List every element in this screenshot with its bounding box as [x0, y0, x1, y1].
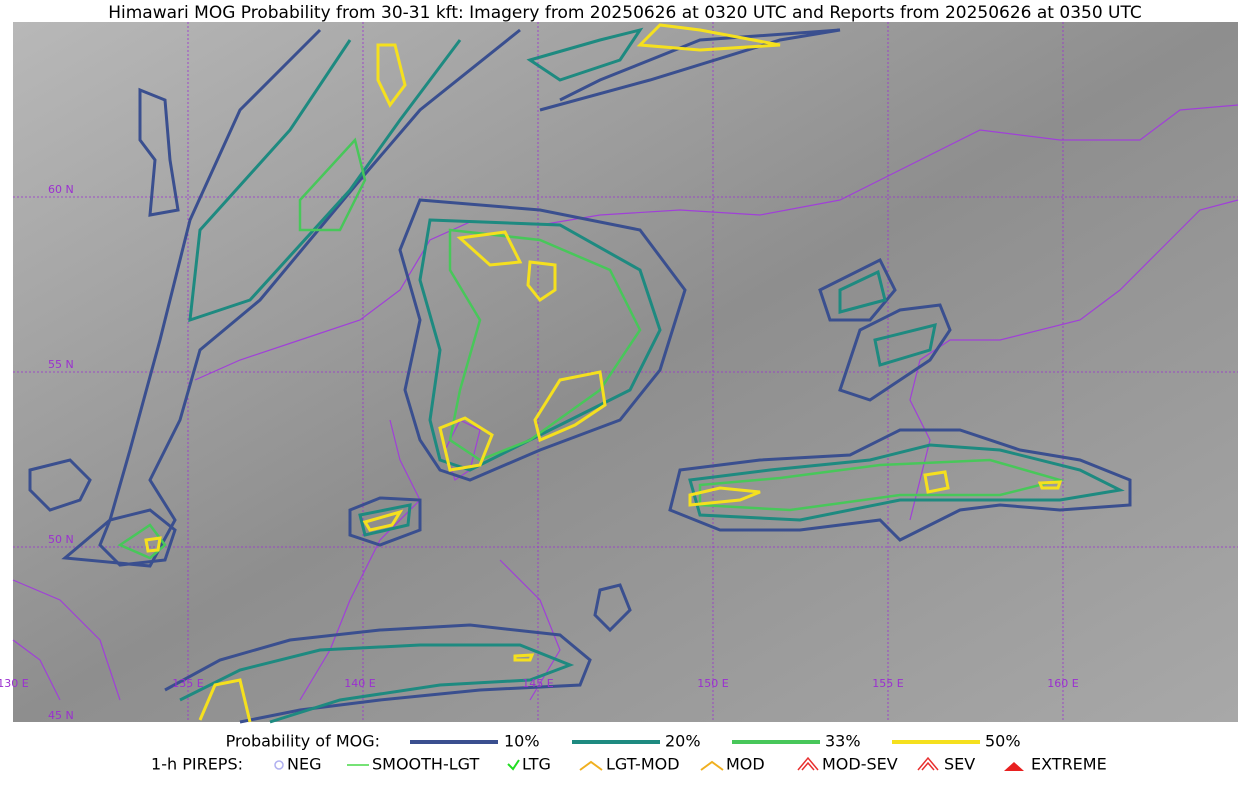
legend-symbol [797, 756, 819, 771]
lon-label: 150 E [697, 677, 728, 690]
legend-item: NEG [287, 755, 321, 774]
lon-label: 130 E [0, 677, 29, 690]
legend-item: MOD-SEV [822, 755, 898, 774]
legend-symbol [274, 760, 284, 770]
lon-label: 160 E [1047, 677, 1078, 690]
coastlines [12, 104, 1239, 701]
contours [28, 23, 1132, 724]
lon-label: 140 E [344, 677, 375, 690]
legend-item: SMOOTH-LGT [372, 755, 479, 774]
legend-item: MOD [726, 755, 765, 774]
lat-label: 55 N [48, 358, 74, 371]
legend-item: EXTREME [1031, 755, 1107, 774]
legend-item: 10% [504, 732, 540, 751]
legend-item: 33% [825, 732, 861, 751]
grid [13, 22, 1238, 722]
lat-label: 60 N [48, 183, 74, 196]
legend-item: 50% [985, 732, 1021, 751]
legend-item: LGT-MOD [606, 755, 680, 774]
lat-label: 45 N [48, 709, 74, 722]
legend-title: 1-h PIREPS: [151, 755, 243, 774]
legend-title: Probability of MOG: [226, 732, 380, 751]
lon-label: 145 E [522, 677, 553, 690]
legend-symbol [917, 756, 939, 771]
legend-symbol [579, 760, 603, 771]
legend-symbol [507, 759, 520, 771]
lon-label: 155 E [872, 677, 903, 690]
legend-item: 20% [665, 732, 701, 751]
lon-label: 135 E [172, 677, 203, 690]
map-title: Himawari MOG Probability from 30-31 kft:… [108, 3, 1142, 23]
legend: Probability of MOG: 10% 20% 33% 50% 1-h … [151, 732, 1107, 774]
lat-label: 50 N [48, 533, 74, 546]
legend-symbol [1004, 762, 1024, 771]
legend-item: SEV [944, 755, 975, 774]
legend-item: LTG [522, 755, 551, 774]
map: 60 N 55 N 50 N 45 N 130 E 135 E 140 E 14… [0, 22, 1239, 724]
legend-symbol [700, 760, 724, 771]
